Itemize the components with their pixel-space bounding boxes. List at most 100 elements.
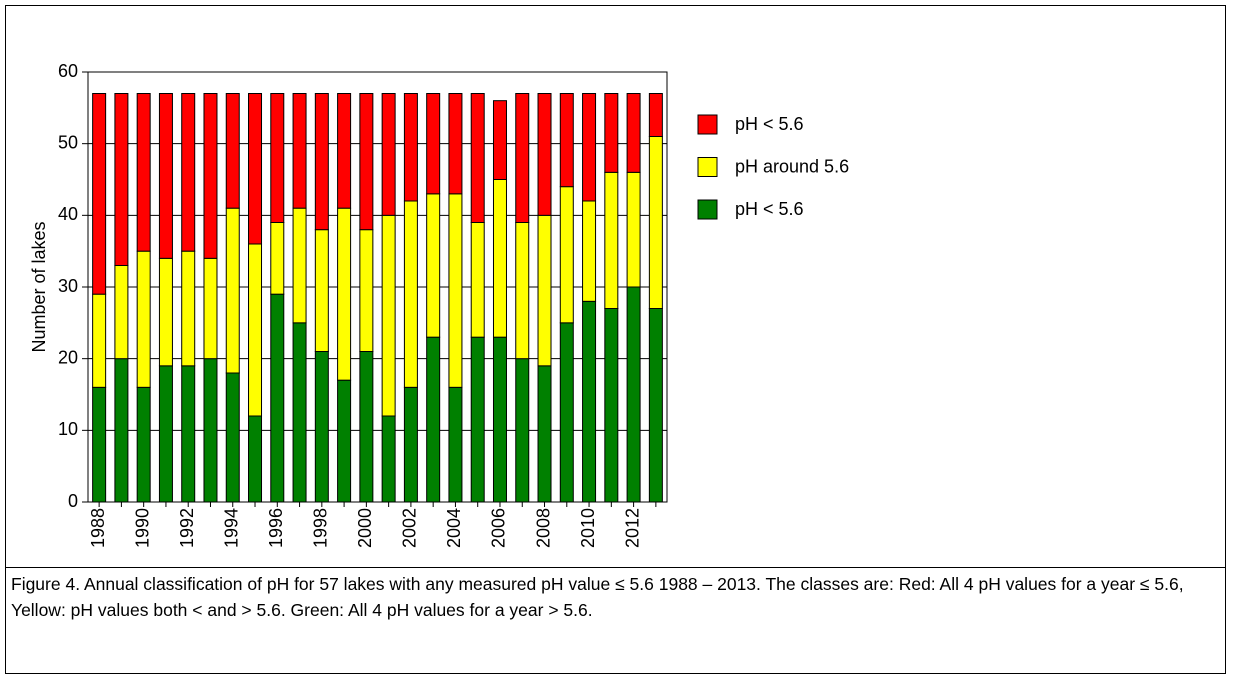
bar-segment: [136, 93, 151, 252]
y-tick-label: 10: [58, 419, 78, 439]
bar-segment: [359, 93, 374, 231]
x-tick-label: 1988: [88, 508, 108, 548]
x-tick-label: 1996: [266, 508, 286, 548]
y-tick-label: 40: [58, 204, 78, 224]
bar-segment: [648, 136, 663, 309]
bar-segment: [292, 93, 307, 209]
x-tick-label: 2012: [622, 508, 642, 548]
x-tick-label: 2002: [400, 508, 420, 548]
bar-segment: [426, 336, 441, 503]
bar-segment: [292, 207, 307, 324]
bar-segment: [92, 93, 107, 295]
bar-segment: [559, 322, 574, 503]
bar-segment: [448, 193, 463, 388]
bar-segment: [292, 322, 307, 503]
bar-segment: [248, 93, 263, 245]
bar-segment: [448, 386, 463, 503]
bar-segment: [337, 207, 352, 381]
bar-segment: [537, 214, 552, 367]
bar-segment: [381, 93, 396, 216]
bar-segment: [158, 365, 173, 503]
bar-segment: [648, 308, 663, 503]
bar-segment: [604, 308, 619, 503]
bar-segment: [604, 171, 619, 309]
bar-segment: [582, 200, 597, 302]
bar-segment: [114, 358, 129, 503]
bar-segment: [270, 222, 285, 295]
bar-segment: [248, 243, 263, 417]
bar-segment: [559, 186, 574, 324]
bar-segment: [470, 222, 485, 338]
y-tick-label: 60: [58, 61, 78, 81]
x-tick-label: 2008: [533, 508, 553, 548]
bar-segment: [515, 358, 530, 503]
legend-swatch: [697, 157, 718, 177]
bar-segment: [337, 93, 352, 209]
x-tick-label: 2000: [355, 508, 375, 548]
caption: Figure 4. Annual classification of pH fo…: [5, 567, 1226, 674]
x-tick-label: 2006: [489, 508, 509, 548]
bar-segment: [203, 358, 218, 503]
bar-segment: [225, 207, 240, 374]
bar-segment: [426, 93, 441, 195]
bar-segment: [225, 372, 240, 503]
bar-segment: [492, 100, 507, 180]
bar-segment: [114, 265, 129, 360]
bar-segment: [181, 250, 196, 367]
bar-segment: [181, 93, 196, 252]
figure-frame: [5, 5, 1226, 674]
bar-segment: [225, 93, 240, 209]
bar-segment: [270, 93, 285, 223]
legend-label: pH < 5.6: [735, 114, 804, 134]
bar-segment: [470, 336, 485, 503]
bar-segment: [158, 257, 173, 367]
y-tick-label: 20: [58, 347, 78, 367]
bar-segment: [337, 379, 352, 503]
bar-segment: [426, 193, 441, 338]
x-tick-label: 1998: [311, 508, 331, 548]
bar-segment: [626, 93, 641, 173]
bar-segment: [270, 293, 285, 503]
bar-segment: [470, 93, 485, 223]
bar-segment: [559, 93, 574, 188]
bar-segment: [136, 386, 151, 503]
x-tick-label: 1990: [132, 508, 152, 548]
bar-segment: [203, 93, 218, 259]
plot-frame: [87, 71, 668, 503]
bar-segment: [181, 365, 196, 503]
bar-segment: [136, 250, 151, 388]
bar-segment: [381, 214, 396, 417]
bar-segment: [448, 93, 463, 195]
x-tick-label: 1992: [177, 508, 197, 548]
bar-segment: [158, 93, 173, 259]
bar-segment: [359, 229, 374, 353]
bar-segment: [626, 171, 641, 288]
legend-swatch: [697, 199, 718, 220]
bar-segment: [92, 386, 107, 503]
x-tick-label: 2004: [444, 508, 464, 548]
bar-segment: [114, 93, 129, 266]
bar-segment: [515, 222, 530, 360]
bar-segment: [537, 365, 552, 503]
bar-segment: [92, 293, 107, 388]
bar-segment: [403, 386, 418, 503]
bar-segment: [582, 93, 597, 202]
bar-segment: [403, 93, 418, 202]
bar-segment: [403, 200, 418, 388]
bar-segment: [314, 229, 329, 353]
bar-segment: [537, 93, 552, 216]
legend-label: pH < 5.6: [735, 199, 804, 219]
x-tick-label: 2010: [578, 508, 598, 548]
bar-segment: [381, 415, 396, 503]
bar-segment: [314, 93, 329, 231]
bar-segment: [359, 351, 374, 503]
x-tick-label: 1994: [222, 508, 242, 548]
bar-segment: [248, 415, 263, 503]
bar-segment: [582, 300, 597, 503]
bar-segment: [492, 179, 507, 338]
bar-segment: [626, 286, 641, 503]
legend-label: pH around 5.6: [735, 156, 849, 176]
chart: Number of lakes 0 10 20 30 40 50 60 1988 1990 199…: [29, 61, 849, 548]
legend-swatch: [697, 114, 718, 135]
